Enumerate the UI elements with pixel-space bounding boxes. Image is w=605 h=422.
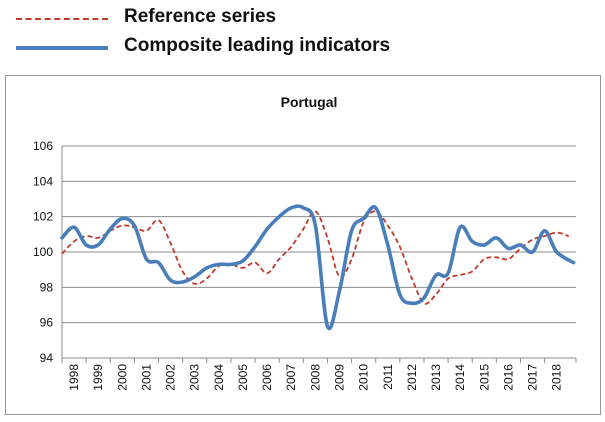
chart-title: Portugal <box>281 94 338 110</box>
y-tick-label: 98 <box>40 280 54 294</box>
legend-item-composite-leading-indicators: Composite leading indicators <box>0 33 605 63</box>
x-tick-label: 2003 <box>188 364 202 391</box>
chart-area: Portugal 94 96 98 100 102 104 106 1998 1999 2000 2… <box>5 75 601 415</box>
x-tick-label: 2001 <box>139 364 153 391</box>
x-tick-label: 2009 <box>333 364 347 391</box>
legend: Reference series Composite leading indic… <box>0 0 605 70</box>
x-tick-label: 2018 <box>550 364 564 391</box>
legend-item-reference-series: Reference series <box>0 4 605 34</box>
x-tick-label: 2006 <box>260 364 274 391</box>
x-tick-label: 2012 <box>405 364 419 391</box>
line-chart: Portugal 94 96 98 100 102 104 106 1998 1999 2000 2… <box>33 94 577 391</box>
x-tick-label: 2005 <box>236 364 250 391</box>
x-tick-label: 2000 <box>115 364 129 391</box>
x-tick-label: 2013 <box>429 364 443 391</box>
x-tick-label: 2014 <box>453 364 467 391</box>
y-tick-label: 96 <box>40 316 54 330</box>
x-tick-label: 2002 <box>164 364 178 391</box>
x-tick-label: 2011 <box>381 364 395 390</box>
y-tick-label: 94 <box>40 351 54 365</box>
x-tick-label: 2015 <box>477 364 491 391</box>
y-tick-label: 100 <box>33 245 53 259</box>
x-tick-label: 2016 <box>501 364 515 391</box>
legend-label-composite-leading-indicators: Composite leading indicators <box>124 35 391 56</box>
legend-swatch-composite-leading-indicators <box>16 46 108 50</box>
x-tick-label: 2010 <box>357 364 371 391</box>
legend-label-reference-series: Reference series <box>124 6 277 27</box>
y-tick-label: 104 <box>33 174 53 188</box>
legend-swatch-reference-series <box>16 18 108 20</box>
y-tick-label: 106 <box>33 139 53 153</box>
x-tick-label: 2007 <box>284 364 298 391</box>
x-tick-label: 1998 <box>67 364 81 391</box>
x-tick-label: 2017 <box>526 364 540 391</box>
x-tick-label: 2008 <box>308 364 322 391</box>
x-tick-label: 1999 <box>91 364 105 391</box>
y-tick-label: 102 <box>33 210 53 224</box>
series-line-composite-leading-indicators <box>60 204 576 331</box>
x-tick-label: 2004 <box>212 364 226 391</box>
